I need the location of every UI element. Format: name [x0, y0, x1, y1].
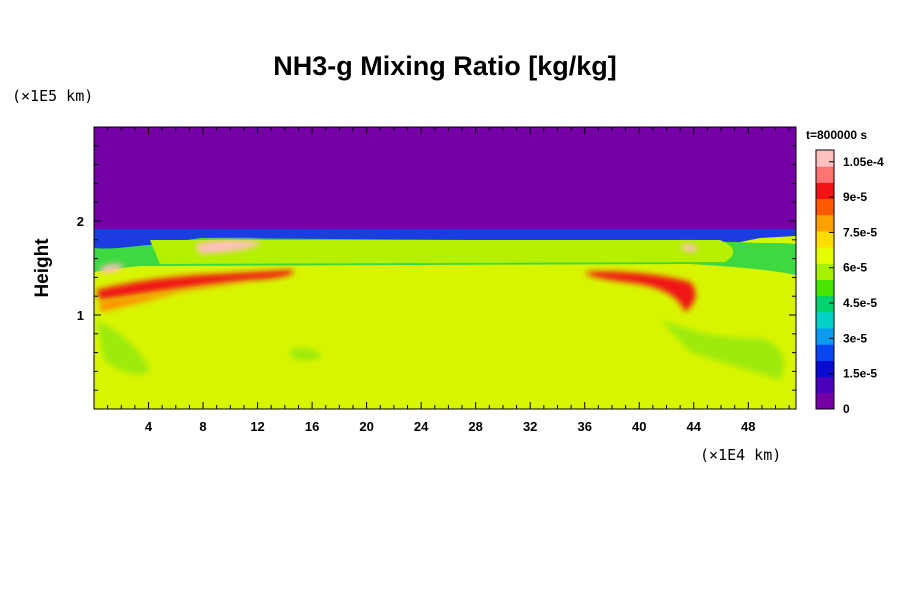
- colorbar-segment: [816, 295, 834, 313]
- colorbar-segment: [816, 344, 834, 361]
- x-tick-label: 36: [577, 419, 591, 434]
- x-tick-label: 40: [632, 419, 646, 434]
- colorbar-tick-label: 4.5e-5: [843, 296, 877, 310]
- colorbar-tick-label: 1.5e-5: [843, 367, 877, 381]
- chart-title: NH3-g Mixing Ratio [kg/kg]: [273, 51, 617, 81]
- heatmap-field: [94, 127, 796, 409]
- x-tick-label: 4: [145, 419, 153, 434]
- colorbar-tick-label: 6e-5: [843, 261, 867, 275]
- x-tick-label: 44: [687, 419, 702, 434]
- colorbar-tick-label: 3e-5: [843, 331, 867, 345]
- plot-frame: [93, 126, 797, 410]
- colorbar-segment: [816, 247, 834, 264]
- colorbar-segment: [816, 360, 834, 378]
- x-tick-label: 24: [414, 419, 429, 434]
- colorbar-segment: [816, 376, 834, 394]
- x-tick-label: 8: [199, 419, 206, 434]
- colorbar-tick-label: 1.05e-4: [843, 155, 884, 169]
- field-red-band: [96, 270, 696, 312]
- x-unit-label: (×1E4 km): [700, 446, 781, 464]
- x-tick-label: 20: [359, 419, 373, 434]
- colorbar-segment: [816, 150, 834, 167]
- y-tick-label: 2: [77, 214, 84, 229]
- y-axis: 12: [77, 145, 796, 391]
- colorbar-segment: [816, 279, 834, 297]
- x-tick-label: 12: [250, 419, 264, 434]
- colorbar-segment: [816, 166, 834, 183]
- x-tick-label: 32: [523, 419, 537, 434]
- field-upper-region: [94, 127, 796, 235]
- colorbar-tick-label: 9e-5: [843, 190, 867, 204]
- x-tick-label: 28: [468, 419, 482, 434]
- colorbar-segment: [816, 263, 834, 280]
- x-axis: 4 8 12 16 20 24 28 32 36 40 44 48: [107, 127, 790, 434]
- colorbar-segment: [816, 198, 834, 216]
- field-boundary-blue: [94, 229, 796, 262]
- colorbar-segment: [816, 230, 834, 248]
- time-label: t=800000 s: [806, 128, 867, 142]
- colorbar-tick-label: 7.5e-5: [843, 225, 877, 239]
- y-unit-label: (×1E5 km): [12, 87, 93, 105]
- colorbar-segment: [816, 182, 834, 200]
- colorbar-segment: [816, 214, 834, 232]
- colorbar-tick-label: 0: [843, 402, 850, 416]
- colorbar-segment: [816, 392, 834, 410]
- y-axis-title: Height: [32, 238, 53, 298]
- y-tick-label: 1: [77, 308, 84, 323]
- x-tick-label: 48: [741, 419, 755, 434]
- colorbar: 0 1.5e-5 3e-5 4.5e-5 6e-5 7.5e-5 9e-5 1.05e-4: [815, 149, 884, 416]
- colorbar-frame: [815, 149, 835, 410]
- x-tick-label: 16: [305, 419, 319, 434]
- colorbar-segment: [816, 328, 834, 345]
- field-lime-band: [150, 240, 734, 264]
- colorbar-segment: [816, 311, 834, 329]
